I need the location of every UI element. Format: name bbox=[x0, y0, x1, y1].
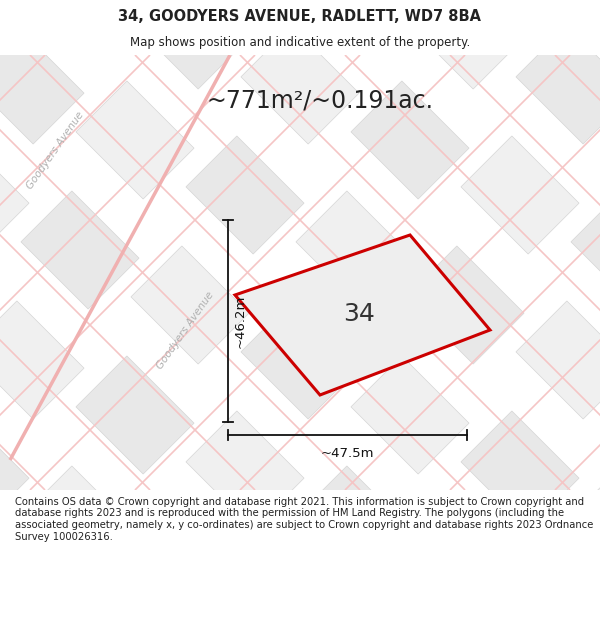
Polygon shape bbox=[131, 521, 249, 625]
Text: Goodyers Avenue: Goodyers Avenue bbox=[25, 109, 85, 191]
Polygon shape bbox=[76, 81, 194, 199]
Polygon shape bbox=[0, 576, 84, 625]
Polygon shape bbox=[516, 576, 600, 625]
Text: Contains OS data © Crown copyright and database right 2021. This information is : Contains OS data © Crown copyright and d… bbox=[15, 497, 593, 541]
Polygon shape bbox=[0, 411, 29, 529]
Polygon shape bbox=[186, 411, 304, 529]
Text: 34, GOODYERS AVENUE, RADLETT, WD7 8BA: 34, GOODYERS AVENUE, RADLETT, WD7 8BA bbox=[119, 9, 482, 24]
Polygon shape bbox=[461, 136, 579, 254]
Polygon shape bbox=[76, 356, 194, 474]
Polygon shape bbox=[296, 0, 414, 34]
Polygon shape bbox=[516, 26, 600, 144]
Polygon shape bbox=[461, 411, 579, 529]
Polygon shape bbox=[351, 81, 469, 199]
Text: ~771m²/~0.191ac.: ~771m²/~0.191ac. bbox=[206, 88, 433, 112]
Polygon shape bbox=[131, 0, 249, 89]
Polygon shape bbox=[241, 301, 359, 419]
Polygon shape bbox=[296, 191, 414, 309]
Polygon shape bbox=[571, 0, 600, 34]
Polygon shape bbox=[21, 0, 139, 34]
Polygon shape bbox=[241, 26, 359, 144]
Polygon shape bbox=[131, 246, 249, 364]
Polygon shape bbox=[406, 0, 524, 89]
Polygon shape bbox=[296, 466, 414, 584]
Text: ~46.2m: ~46.2m bbox=[234, 294, 247, 348]
Polygon shape bbox=[0, 136, 29, 254]
Polygon shape bbox=[186, 136, 304, 254]
Polygon shape bbox=[571, 191, 600, 309]
Polygon shape bbox=[21, 466, 139, 584]
Text: 34: 34 bbox=[343, 302, 374, 326]
Polygon shape bbox=[516, 301, 600, 419]
Text: ~47.5m: ~47.5m bbox=[321, 447, 374, 460]
Polygon shape bbox=[351, 356, 469, 474]
Polygon shape bbox=[406, 246, 524, 364]
Polygon shape bbox=[241, 576, 359, 625]
Polygon shape bbox=[0, 26, 84, 144]
Polygon shape bbox=[406, 521, 524, 625]
Polygon shape bbox=[0, 301, 84, 419]
Polygon shape bbox=[571, 466, 600, 584]
Text: Goodyers Avenue: Goodyers Avenue bbox=[155, 289, 215, 371]
Polygon shape bbox=[235, 235, 490, 395]
Text: Map shows position and indicative extent of the property.: Map shows position and indicative extent… bbox=[130, 36, 470, 49]
Polygon shape bbox=[21, 191, 139, 309]
